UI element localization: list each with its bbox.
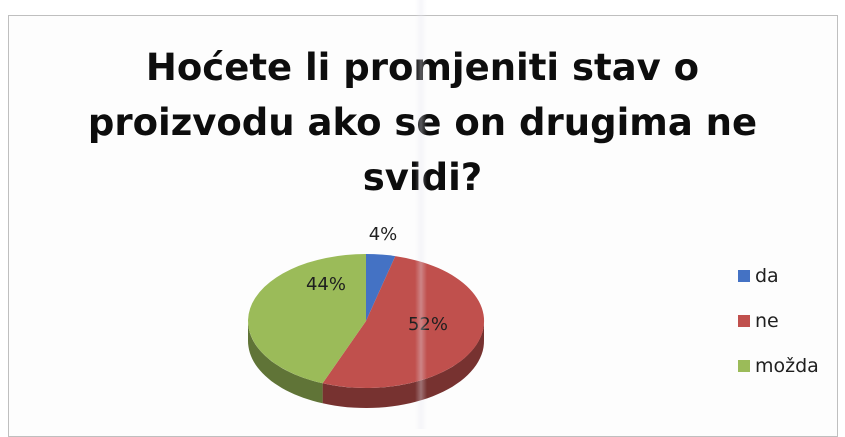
pie-slice-da <box>366 254 396 321</box>
legend-swatch-da <box>738 270 750 282</box>
pie-labels: 4% 52% 44% <box>306 224 448 335</box>
pie-slice-moda <box>248 254 366 384</box>
chart-title-line-1: Hoćete li promjeniti stav o <box>145 46 700 89</box>
pie-top <box>248 254 485 389</box>
legend-swatch-mozda <box>738 360 750 372</box>
legend-label-mozda: možda <box>755 355 819 377</box>
legend-label-ne: ne <box>755 310 779 332</box>
chart-title-line-2: proizvodu ako se on drugima ne <box>87 101 758 144</box>
legend-item-da: da <box>738 265 819 287</box>
data-label-moda: 44% <box>306 274 346 295</box>
data-label-ne: 52% <box>408 314 448 335</box>
data-label-da: 4% <box>369 224 398 245</box>
legend-swatch-ne <box>738 315 750 327</box>
legend-label-da: da <box>755 265 779 287</box>
legend-item-mozda: možda <box>738 355 819 377</box>
pie-sides <box>248 320 484 408</box>
pie-side-moda <box>248 320 323 404</box>
legend: da ne možda <box>738 265 819 401</box>
chart-title-line-3: svidi? <box>362 156 483 199</box>
pie-side-ne <box>322 320 484 408</box>
chart-title: Hoćete li promjeniti stav o proizvodu ak… <box>0 40 845 205</box>
legend-item-ne: ne <box>738 310 819 332</box>
pie-slice-ne <box>322 256 485 389</box>
